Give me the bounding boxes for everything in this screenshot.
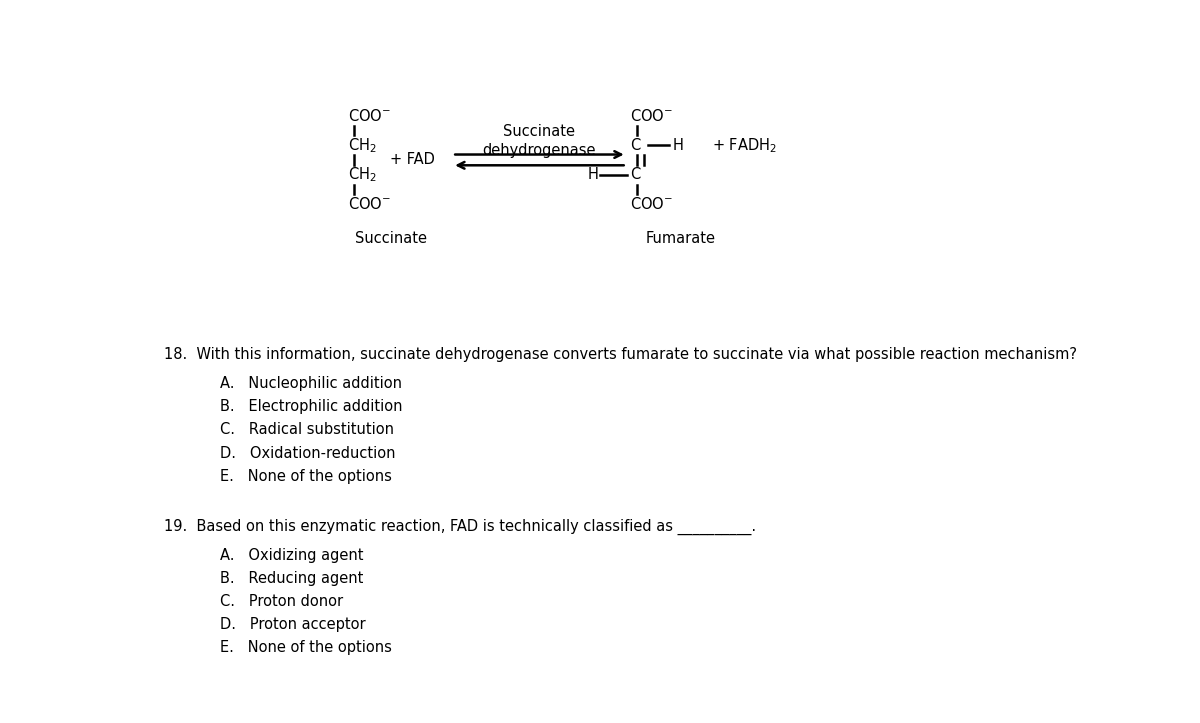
Text: COO$^{-}$: COO$^{-}$ [348,108,390,124]
Text: A.   Nucleophilic addition: A. Nucleophilic addition [220,376,402,391]
Text: H: H [588,167,599,182]
Text: Fumarate: Fumarate [646,231,716,246]
Text: COO$^{-}$: COO$^{-}$ [348,196,390,212]
Text: Succinate: Succinate [504,124,576,139]
Text: CH$_{2}$: CH$_{2}$ [348,165,377,184]
Text: H: H [673,138,684,153]
Text: C.   Proton donor: C. Proton donor [220,594,343,609]
Text: C: C [630,138,641,153]
Text: B.   Reducing agent: B. Reducing agent [220,571,364,586]
Text: + FADH$_{2}$: + FADH$_{2}$ [712,136,778,155]
Text: D.   Oxidation-reduction: D. Oxidation-reduction [220,445,395,461]
Text: C.   Radical substitution: C. Radical substitution [220,422,394,437]
Text: COO$^{-}$: COO$^{-}$ [630,196,673,212]
Text: COO$^{-}$: COO$^{-}$ [630,108,673,124]
Text: E.   None of the options: E. None of the options [220,469,391,484]
Text: 19.  Based on this enzymatic reaction, FAD is technically classified as ________: 19. Based on this enzymatic reaction, FA… [164,518,756,535]
Text: dehydrogenase: dehydrogenase [482,143,596,158]
Text: A.   Oxidizing agent: A. Oxidizing agent [220,548,364,563]
Text: E.   None of the options: E. None of the options [220,641,391,655]
Text: + FAD: + FAD [390,153,436,168]
Text: C: C [630,167,641,182]
Text: D.   Proton acceptor: D. Proton acceptor [220,617,365,633]
Text: 18.  With this information, succinate dehydrogenase converts fumarate to succina: 18. With this information, succinate deh… [164,347,1076,362]
Text: Succinate: Succinate [355,231,427,246]
Text: B.   Electrophilic addition: B. Electrophilic addition [220,399,402,414]
Text: CH$_{2}$: CH$_{2}$ [348,136,377,155]
